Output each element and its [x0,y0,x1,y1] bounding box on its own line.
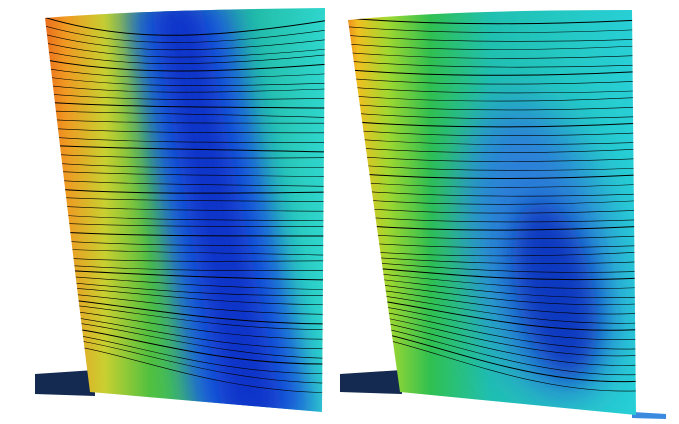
streamline [45,67,325,79]
base-edge [632,412,666,419]
streamline [348,138,636,145]
base [340,370,402,394]
streamline [45,144,325,153]
streamline [348,26,636,33]
streamline [348,103,636,111]
streamline [45,196,325,202]
streamline [348,95,636,102]
low-core [150,8,285,412]
streamline [45,58,325,72]
streamline [45,136,325,143]
streamline [45,187,325,194]
streamline [45,222,325,227]
streamline [348,155,636,162]
streamline [45,230,325,237]
streamline [348,86,636,94]
streamline [45,75,325,86]
streamline [348,77,636,85]
streamline [348,163,636,171]
streamline [45,15,325,36]
blade-right [348,10,636,415]
streamline [45,50,325,64]
streamline [348,34,636,42]
streamline [348,112,636,119]
streamline [45,170,325,178]
streamline [348,189,636,197]
streamline [348,60,636,68]
streamlines [45,15,325,394]
streamline [45,153,325,159]
streamline [45,213,325,222]
streamline [45,93,325,100]
streamline [348,181,636,188]
streamline [348,120,636,128]
streamline [348,52,636,59]
streamline [45,110,325,118]
streamline [348,198,636,205]
streamline [45,118,325,124]
streamline [45,101,325,109]
streamline [348,17,636,25]
streamline [348,146,636,153]
base [35,370,95,396]
streamline [45,32,325,51]
streamline [348,129,636,136]
blade-left [45,8,325,412]
streamline [348,43,636,50]
streamline [45,84,325,93]
streamline [348,69,636,76]
streamline [45,204,325,212]
streamline [348,172,636,179]
streamline [348,206,636,214]
streamline [45,41,325,58]
streamline [45,179,325,187]
streamline [45,127,325,134]
streamline [45,161,325,168]
streamline [45,24,325,43]
